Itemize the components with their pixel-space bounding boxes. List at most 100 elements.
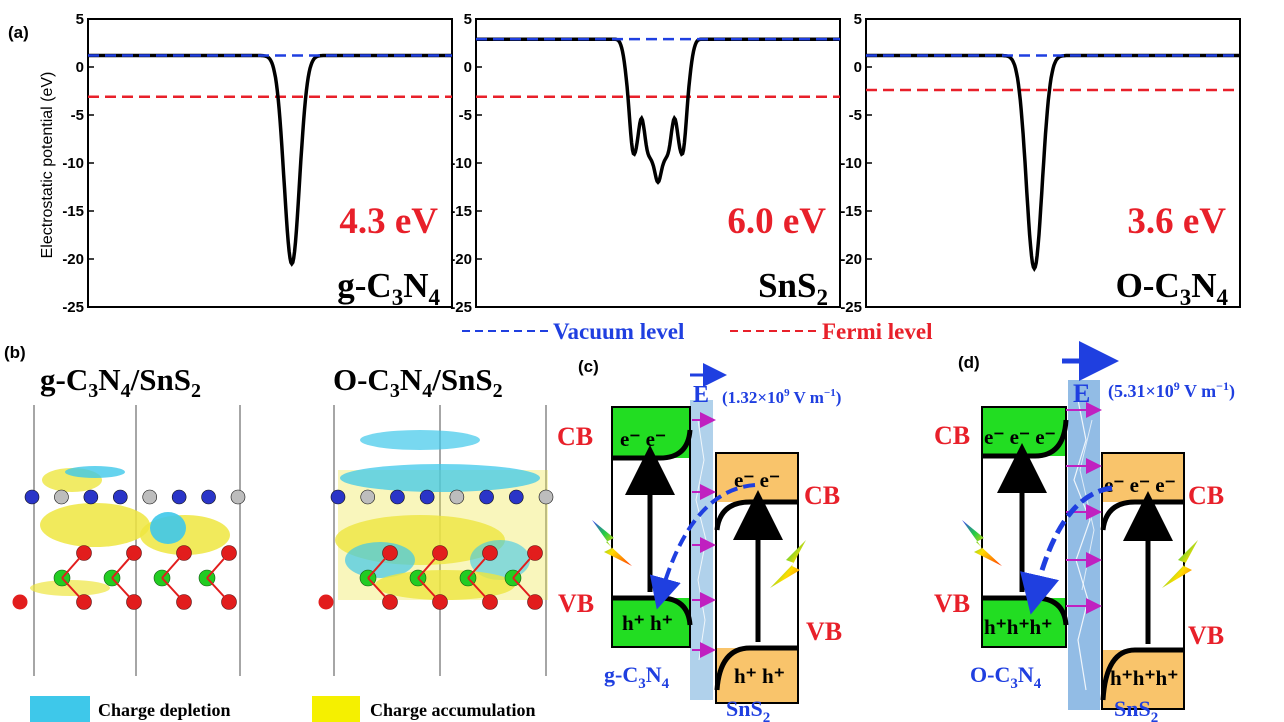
y-tick-label: 5 bbox=[464, 11, 472, 28]
potential-curve bbox=[476, 37, 840, 185]
panel-label-d: (d) bbox=[958, 353, 980, 372]
panel-label-c: (c) bbox=[578, 357, 599, 376]
material-label-sns2-d: SnS2 bbox=[1114, 696, 1158, 722]
y-axis-label: Electrostatic potential (eV) bbox=[39, 72, 56, 259]
atom-nitrogen bbox=[449, 489, 465, 505]
atom-nitrogen bbox=[508, 489, 524, 505]
material-label-o: O-C3N4 bbox=[970, 662, 1042, 692]
y-tick-label: -15 bbox=[450, 203, 472, 220]
atom-nitrogen bbox=[230, 489, 246, 505]
y-tick-label: -25 bbox=[450, 299, 472, 316]
field-symbol-d: E bbox=[1073, 379, 1090, 408]
y-tick-label: -10 bbox=[62, 155, 84, 172]
structure-g-c3n4-sns2 bbox=[12, 405, 246, 676]
y-tick-label: -10 bbox=[450, 155, 472, 172]
plot-frame bbox=[865, 18, 1241, 308]
y-tick-label: -20 bbox=[62, 251, 84, 268]
atom-nitrogen bbox=[360, 489, 376, 505]
accumulation-swatch bbox=[312, 696, 360, 722]
panel-label-a: (a) bbox=[8, 23, 29, 42]
y-tick-label: 5 bbox=[76, 11, 84, 28]
cb-label-right: CB bbox=[804, 481, 840, 510]
atom-nitrogen bbox=[538, 489, 554, 505]
plot-frame bbox=[475, 18, 841, 308]
y-tick-label: 0 bbox=[854, 59, 862, 76]
material-label-g: g-C3N4 bbox=[604, 662, 670, 692]
legend-fermi-label: Fermi level bbox=[822, 319, 932, 344]
field-region-d bbox=[1068, 380, 1100, 710]
charge-density-panel: g-C3N4/SnS2 O-C3N4/SnS2 bbox=[12, 362, 554, 722]
atom-nitrogen bbox=[419, 489, 435, 505]
work-function-label: 6.0 eV bbox=[727, 201, 826, 242]
potential-plot-g-c3n4: 5 0 -5 -10 -15 -20 -25 4.3 eV g-C3N4 bbox=[62, 11, 453, 316]
light-icon-left-d bbox=[962, 520, 1002, 566]
legend-vacuum-label: Vacuum level bbox=[553, 319, 684, 344]
material-label: g-C3N4 bbox=[337, 266, 440, 310]
cb-label-left-d: CB bbox=[934, 421, 970, 450]
holes-left-d: h⁺h⁺h⁺ bbox=[984, 615, 1052, 639]
y-tick-label: -25 bbox=[62, 299, 84, 316]
band-diagram-c: E (1.32×109 V m−1) e⁻ e⁻ h⁺ h⁺ e⁻ e⁻ h⁺ … bbox=[557, 363, 842, 722]
holes-right: h⁺ h⁺ bbox=[734, 664, 785, 688]
cb-label-right-d: CB bbox=[1188, 481, 1224, 510]
material-label-sns2-c: SnS2 bbox=[726, 696, 770, 722]
y-tick-label: 0 bbox=[76, 59, 84, 76]
field-symbol: E bbox=[693, 382, 709, 408]
light-icon-right-d bbox=[1162, 540, 1198, 588]
field-arrows-c bbox=[692, 412, 716, 658]
y-tick-label: -15 bbox=[62, 203, 84, 220]
atom-nitrogen bbox=[330, 489, 346, 505]
work-function-label: 4.3 eV bbox=[339, 201, 438, 242]
y-tick-label: -15 bbox=[840, 203, 862, 220]
light-icon-right bbox=[770, 540, 806, 588]
y-tick-label: -10 bbox=[840, 155, 862, 172]
y-tick-label: -25 bbox=[840, 299, 862, 316]
depletion-label: Charge depletion bbox=[98, 700, 231, 720]
atom-nitrogen bbox=[24, 489, 40, 505]
atom-nitrogen bbox=[201, 489, 216, 505]
vb-label-right: VB bbox=[806, 617, 842, 646]
charge-transfer-path-c bbox=[649, 483, 756, 610]
y-tick-label: -5 bbox=[849, 107, 862, 124]
charge-transfer-path-d bbox=[1020, 485, 1113, 615]
material-label: SnS2 bbox=[758, 266, 828, 310]
structure-o-c3n4-sns2 bbox=[318, 405, 554, 676]
electrons-left: e⁻ e⁻ bbox=[620, 427, 666, 451]
vb-label-right-d: VB bbox=[1188, 621, 1224, 650]
potential-plot-o-c3n4: 5 0 -5 -10 -15 -20 -25 3.6 eV O-C3N4 bbox=[840, 11, 1241, 316]
accumulation-label: Charge accumulation bbox=[370, 700, 536, 720]
field-strength: (1.32×109 V m−1) bbox=[722, 387, 841, 407]
electrons-right-d: e⁻ e⁻ e⁻ bbox=[1104, 473, 1176, 497]
heterojunction-title-o: O-C3N4/SnS2 bbox=[333, 362, 503, 402]
vb-label-left: VB bbox=[558, 589, 594, 618]
material-label: O-C3N4 bbox=[1116, 266, 1229, 310]
heterojunction-title-g: g-C3N4/SnS2 bbox=[40, 362, 201, 402]
cb-label-left: CB bbox=[557, 422, 593, 451]
plot-legend: Vacuum level Fermi level bbox=[462, 319, 932, 344]
atom-nitrogen bbox=[112, 489, 128, 505]
holes-left: h⁺ h⁺ bbox=[622, 611, 673, 635]
y-tick-label: -20 bbox=[840, 251, 862, 268]
y-tick-label: -5 bbox=[71, 107, 84, 124]
band-diagram-d: E (5.31×109 V m−1) e⁻ e⁻ e⁻ h⁺h⁺h⁺ e⁻ e⁻… bbox=[934, 341, 1235, 722]
depletion-swatch bbox=[30, 696, 90, 722]
potential-plot-sns2: 5 0 -5 -10 -15 -20 -25 6.0 eV SnS2 bbox=[450, 11, 841, 316]
light-icon-left bbox=[592, 520, 632, 566]
atom-sulfur bbox=[318, 594, 334, 610]
atom-nitrogen bbox=[171, 489, 187, 505]
y-tick-label: -5 bbox=[459, 107, 472, 124]
y-tick-label: 0 bbox=[464, 59, 472, 76]
atom-nitrogen bbox=[83, 489, 99, 505]
holes-right-d: h⁺h⁺h⁺ bbox=[1110, 666, 1178, 690]
panel-label-b: (b) bbox=[4, 343, 26, 362]
work-function-label: 3.6 eV bbox=[1127, 201, 1226, 242]
electrons-right: e⁻ e⁻ bbox=[734, 468, 780, 492]
atom-sulfur bbox=[12, 594, 28, 610]
y-tick-label: -20 bbox=[450, 251, 472, 268]
atom-nitrogen bbox=[390, 489, 405, 505]
y-tick-label: 5 bbox=[854, 11, 862, 28]
atom-nitrogen bbox=[142, 489, 158, 505]
field-strength-d: (5.31×109 V m−1) bbox=[1108, 379, 1235, 402]
electrons-left-d: e⁻ e⁻ e⁻ bbox=[984, 425, 1056, 449]
